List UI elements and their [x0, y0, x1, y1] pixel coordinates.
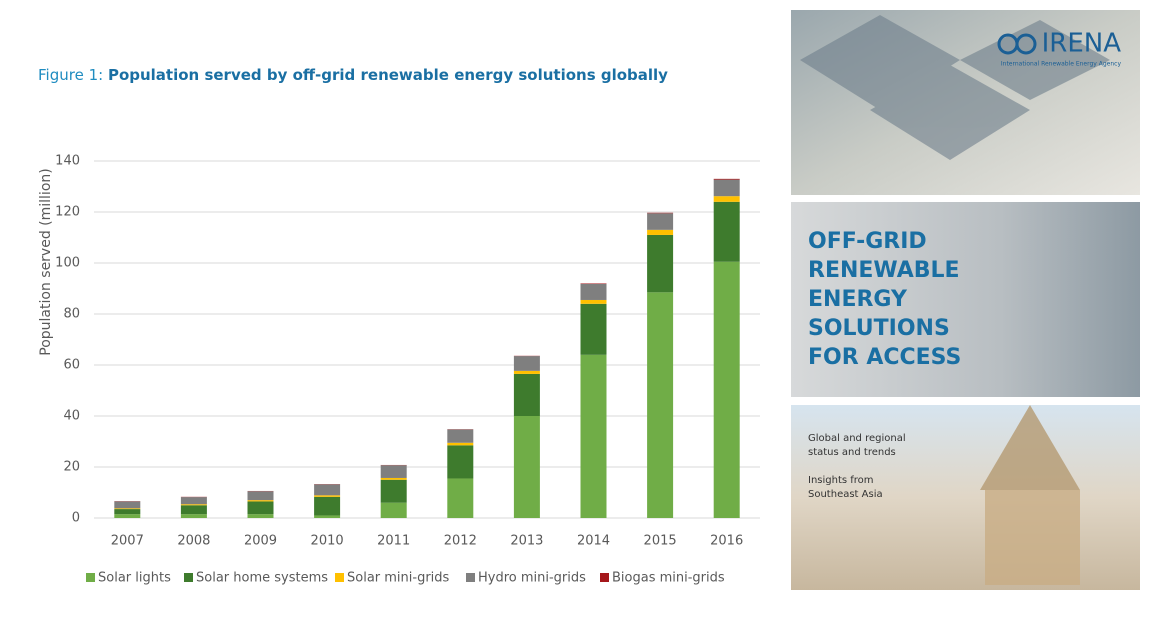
cover-headline: SOLUTIONS: [808, 316, 950, 341]
x-tick-label: 2007: [111, 534, 144, 549]
bar-segment: [580, 283, 607, 284]
x-tick-label: 2015: [644, 534, 677, 549]
bar-segment: [247, 501, 274, 515]
bar-segment: [380, 502, 407, 518]
bar-segment: [713, 179, 740, 197]
y-axis-title: Population served (million): [38, 168, 54, 355]
bar-segment: [447, 442, 474, 446]
cover: IRENA International Renewable Energy Age…: [791, 10, 1140, 590]
legend-label: Hydro mini-grids: [478, 571, 586, 586]
cover-subtitle: status and trends: [808, 447, 896, 458]
bar-segment: [513, 416, 540, 518]
cover-headline: ENERGY: [808, 287, 908, 312]
y-tick-label: 140: [55, 154, 80, 169]
bar-segment: [580, 283, 607, 300]
bar-segment: [114, 514, 141, 518]
bar-segment: [647, 292, 674, 518]
x-tick-label: 2009: [244, 534, 277, 549]
legend-label: Solar lights: [98, 571, 171, 586]
bar-segment: [180, 505, 207, 515]
bar-segment: [447, 445, 474, 479]
bar-segment: [114, 508, 141, 510]
legend-label: Solar home systems: [196, 571, 328, 586]
bar-segment: [580, 354, 607, 518]
y-tick-label: 100: [55, 256, 80, 271]
bar-segment: [180, 514, 207, 518]
bar-segment: [380, 479, 407, 503]
y-tick-label: 0: [72, 511, 80, 526]
legend-swatch: [86, 573, 95, 582]
bar-segment: [180, 497, 207, 505]
title: Population served by off-grid renewable …: [108, 66, 668, 84]
bar-segment: [380, 465, 407, 478]
bar-segment: [647, 229, 674, 235]
cover-photo-panels: [791, 202, 1140, 397]
x-tick-label: 2010: [311, 534, 344, 549]
bar-segment: [314, 495, 341, 497]
bar-segment: [247, 514, 274, 518]
bar-segment: [713, 178, 740, 180]
x-tick-label: 2012: [444, 534, 477, 549]
y-tick-label: 60: [63, 358, 80, 373]
bar-segment: [180, 504, 207, 506]
cover-insights: Insights from: [808, 475, 874, 486]
legend-label: Solar mini-grids: [347, 571, 450, 586]
cover-subtitle: Global and regional: [808, 433, 906, 444]
bar-segment: [513, 356, 540, 371]
cover-headline: RENEWABLE: [808, 258, 960, 283]
bar-segment: [314, 496, 341, 516]
x-tick-label: 2016: [710, 534, 743, 549]
bar-segment: [647, 213, 674, 230]
bar-segment: [447, 478, 474, 518]
x-tick-label: 2014: [577, 534, 610, 549]
logo-mark: [1015, 33, 1037, 55]
chart-title: Figure 1: Population served by off-grid …: [38, 66, 668, 84]
bar-segment: [380, 477, 407, 480]
x-tick-label: 2013: [510, 534, 543, 549]
x-tick-label: 2008: [177, 534, 210, 549]
bar-segment: [647, 234, 674, 293]
bar-segment: [314, 484, 341, 496]
legend-swatch: [184, 573, 193, 582]
bar-segment: [314, 515, 341, 518]
cover-agency: International Renewable Energy Agency: [1001, 61, 1122, 68]
bar-segment: [247, 491, 274, 501]
bar-segment: [114, 509, 141, 515]
legend-label: Biogas mini-grids: [612, 571, 725, 586]
cover-photo-panels: [791, 405, 1140, 590]
cover-headline: FOR ACCESS: [808, 345, 961, 370]
bar-segment: [447, 429, 474, 443]
bar-segment: [713, 201, 740, 262]
bar-segment: [647, 212, 674, 214]
cover-logo: IRENA: [1042, 29, 1122, 59]
hut: [980, 405, 1080, 490]
y-tick-label: 120: [55, 205, 80, 220]
bar-segment: [247, 500, 274, 502]
y-tick-label: 20: [63, 460, 80, 475]
figure-label: Figure 1:: [38, 66, 103, 84]
bar-segment: [713, 261, 740, 518]
legend-swatch: [466, 573, 475, 582]
bar-segment: [580, 303, 607, 355]
bar-segment: [114, 501, 141, 509]
y-tick-label: 80: [63, 307, 80, 322]
bar-segment: [580, 299, 607, 304]
cover-insights: Southeast Asia: [808, 489, 883, 500]
solar-panels: [800, 15, 1110, 160]
legend-swatch: [600, 573, 609, 582]
legend-swatch: [335, 573, 344, 582]
x-tick-label: 2011: [377, 534, 410, 549]
hut: [985, 490, 1080, 585]
bar-segment: [713, 196, 740, 202]
cover-headline: OFF-GRID: [808, 229, 927, 254]
bar-segment: [513, 373, 540, 416]
y-tick-label: 40: [63, 409, 80, 424]
bar-segment: [513, 370, 540, 374]
